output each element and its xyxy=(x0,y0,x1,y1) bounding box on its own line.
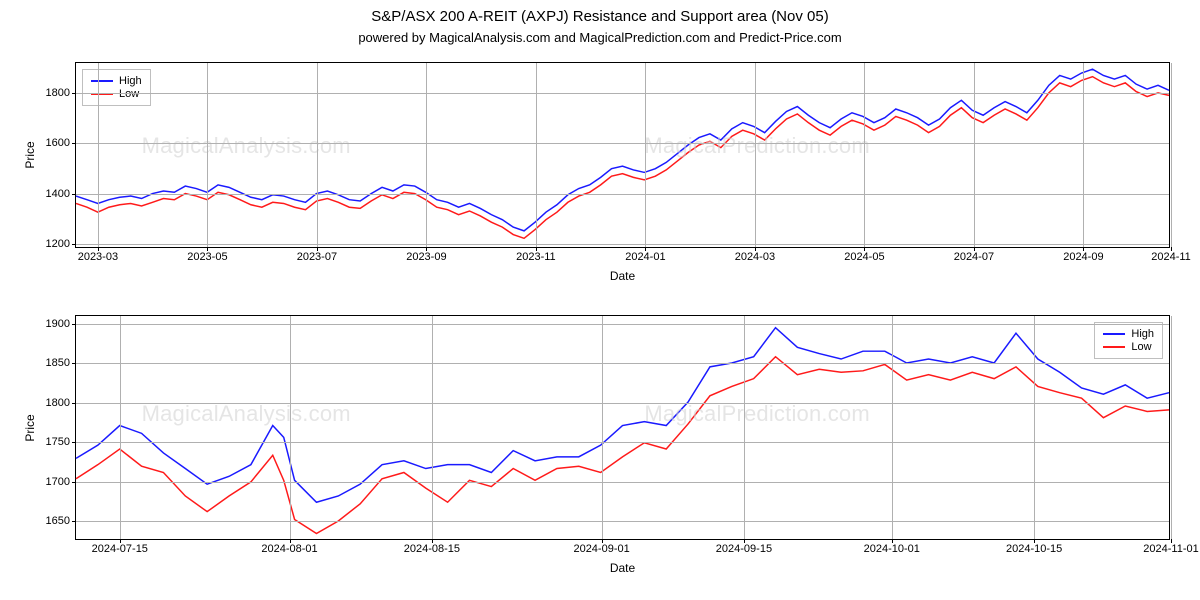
top-legend: HighLow xyxy=(82,69,151,106)
top-chart-plot: Price Date MagicalAnalysis.com MagicalPr… xyxy=(75,62,1170,248)
chart-subtitle: powered by MagicalAnalysis.com and Magic… xyxy=(0,30,1200,45)
legend-swatch xyxy=(1103,346,1125,348)
legend-label: High xyxy=(119,75,142,87)
top-ylabel: Price xyxy=(23,141,37,168)
legend-swatch xyxy=(91,80,113,82)
legend-label: High xyxy=(1131,328,1154,340)
bottom-ylabel: Price xyxy=(23,414,37,441)
legend-item: High xyxy=(1103,328,1154,340)
bottom-chart-plot: Price Date MagicalAnalysis.com MagicalPr… xyxy=(75,315,1170,540)
legend-swatch xyxy=(1103,333,1125,335)
high-line xyxy=(76,328,1169,503)
top-xlabel: Date xyxy=(610,269,635,283)
bottom-xlabel: Date xyxy=(610,561,635,575)
legend-item: Low xyxy=(1103,341,1154,353)
legend-label: Low xyxy=(1131,341,1151,353)
bottom-legend: HighLow xyxy=(1094,322,1163,359)
chart-title: S&P/ASX 200 A-REIT (AXPJ) Resistance and… xyxy=(0,8,1200,25)
low-line xyxy=(76,357,1169,534)
